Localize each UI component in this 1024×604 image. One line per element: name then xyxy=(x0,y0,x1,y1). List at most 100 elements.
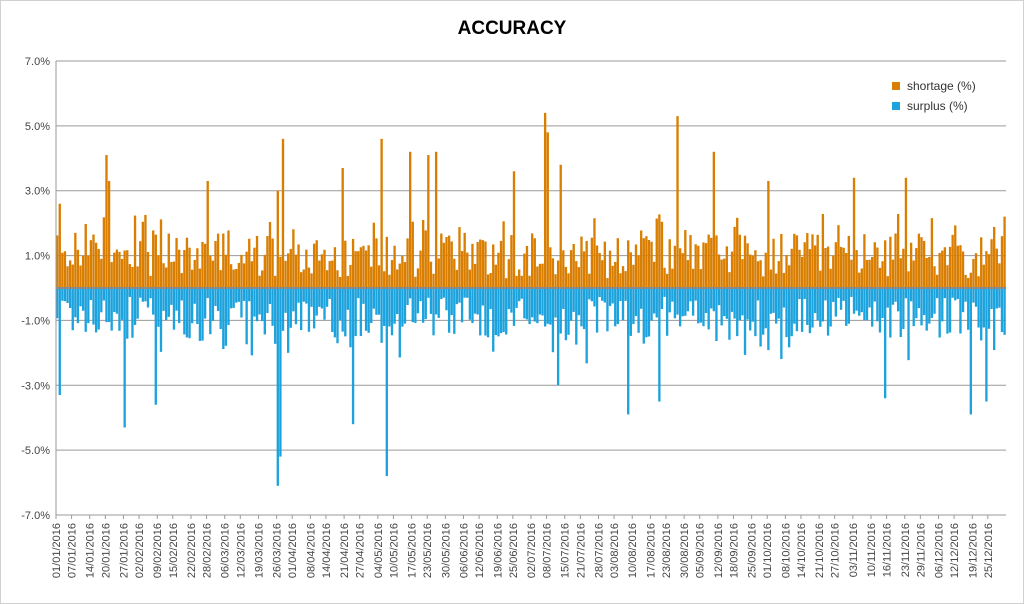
surplus-bar xyxy=(297,288,300,303)
shortage-bar xyxy=(172,261,176,288)
shortage-bar xyxy=(733,226,736,288)
shortage-bar xyxy=(92,234,95,288)
surplus-bar xyxy=(325,288,329,307)
x-tick-label: 06/03/2016 xyxy=(220,523,232,578)
surplus-bar xyxy=(87,288,90,324)
surplus-bar xyxy=(183,288,186,335)
surplus-bar xyxy=(499,288,503,334)
shortage-bar xyxy=(367,245,370,288)
x-tick-label: 06/12/2016 xyxy=(934,523,946,578)
surplus-bar xyxy=(546,288,549,324)
shortage-bar xyxy=(229,264,233,288)
surplus-bar xyxy=(686,288,690,312)
shortage-bar xyxy=(351,238,355,288)
x-tick-label: 12/06/2016 xyxy=(474,523,486,578)
surplus-bar xyxy=(458,288,461,303)
x-tick-label: 25/06/2016 xyxy=(508,523,520,578)
surplus-bar xyxy=(943,288,947,299)
surplus-bar xyxy=(310,288,313,307)
x-tick-label: 02/07/2016 xyxy=(526,523,538,578)
shortage-bar xyxy=(460,251,464,288)
shortage-bar xyxy=(494,264,497,288)
shortage-bar xyxy=(115,249,119,288)
surplus-bar xyxy=(603,288,607,303)
surplus-bar xyxy=(632,288,635,325)
shortage-bar xyxy=(100,258,103,288)
surplus-bar xyxy=(502,288,505,332)
surplus-bar xyxy=(318,288,321,307)
shortage-bar xyxy=(977,276,980,288)
y-tick-label: 1.0% xyxy=(25,251,50,263)
shortage-bar xyxy=(998,263,1001,288)
surplus-bar xyxy=(977,288,980,328)
surplus-bar xyxy=(668,288,671,313)
surplus-bar xyxy=(974,288,978,307)
x-tick-label: 26/03/2016 xyxy=(272,523,284,578)
bars xyxy=(56,112,1006,486)
surplus-bar xyxy=(842,288,845,301)
surplus-bar xyxy=(754,288,757,337)
surplus-bar xyxy=(536,288,539,324)
surplus-bar xyxy=(370,288,373,324)
shortage-bar xyxy=(946,265,949,288)
y-tick-label: 3.0% xyxy=(25,186,50,198)
shortage-bar xyxy=(702,242,705,288)
surplus-bar xyxy=(216,288,220,311)
surplus-bar xyxy=(79,288,82,307)
surplus-bar xyxy=(891,288,895,305)
surplus-bar xyxy=(258,288,261,315)
shortage-bar xyxy=(190,269,194,288)
shortage-bar xyxy=(974,253,978,288)
shortage-bar xyxy=(767,180,770,288)
surplus-bar xyxy=(209,288,212,335)
shortage-bar xyxy=(515,275,518,288)
surplus-bar xyxy=(652,288,656,314)
x-tick-label: 10/11/2016 xyxy=(866,523,878,577)
x-tick-label: 19/06/2016 xyxy=(492,523,504,578)
surplus-bar xyxy=(152,288,155,315)
shortage-bar xyxy=(180,273,183,288)
surplus-bar xyxy=(84,288,87,332)
shortage-bar xyxy=(416,268,420,288)
surplus-bar xyxy=(998,288,1001,308)
x-tick-label: 03/08/2016 xyxy=(609,523,621,578)
surplus-bar xyxy=(938,288,941,338)
surplus-bar xyxy=(94,288,98,333)
shortage-bar xyxy=(253,247,256,288)
surplus-bar xyxy=(219,288,222,330)
shortage-bar xyxy=(102,217,106,288)
surplus-bar xyxy=(902,288,905,330)
surplus-bar xyxy=(126,288,129,339)
shortage-bar xyxy=(850,259,853,288)
surplus-bar xyxy=(948,288,952,333)
shortage-bar xyxy=(476,242,479,288)
shortage-bar xyxy=(294,254,298,288)
shortage-bar xyxy=(533,238,536,288)
shortage-bar xyxy=(920,237,923,288)
shortage-bar xyxy=(650,241,653,288)
surplus-bar xyxy=(159,288,163,352)
surplus-bar xyxy=(541,288,544,316)
shortage-bar xyxy=(492,244,495,288)
surplus-bar xyxy=(188,288,191,339)
surplus-bar xyxy=(787,288,791,348)
surplus-bar xyxy=(982,288,985,328)
surplus-bar xyxy=(447,288,451,333)
surplus-bar xyxy=(224,288,228,346)
shortage-bar xyxy=(821,213,825,288)
surplus-bar xyxy=(733,288,736,319)
shortage-bar xyxy=(759,260,762,288)
surplus-bar xyxy=(416,288,420,314)
surplus-bar xyxy=(845,288,848,326)
shortage-bar xyxy=(754,250,757,288)
shortage-bar xyxy=(645,236,648,288)
shortage-bar xyxy=(268,221,272,288)
surplus-bar xyxy=(590,288,594,302)
surplus-bar xyxy=(281,288,285,331)
surplus-bar xyxy=(468,288,472,320)
x-tick-label: 07/01/2016 xyxy=(67,523,79,578)
surplus-bar xyxy=(442,288,446,298)
surplus-bar xyxy=(715,288,718,342)
shortage-bar xyxy=(660,221,664,288)
